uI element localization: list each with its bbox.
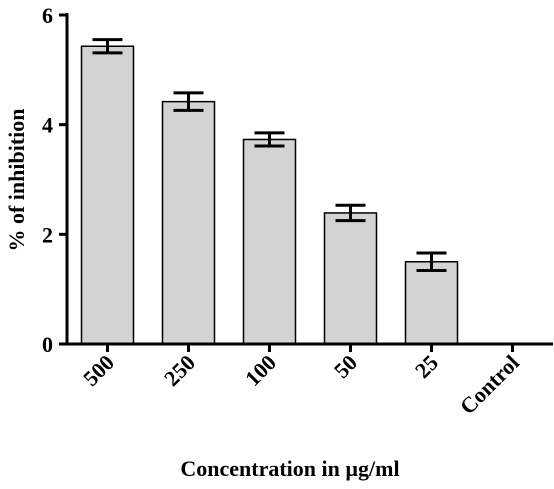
error-bar-25: [416, 251, 447, 273]
bars: [80, 45, 459, 345]
y-axis-label: % of inhibition: [4, 108, 29, 251]
y-tick-label-4: 4: [42, 113, 53, 138]
x-tick-label-500: 500: [78, 350, 119, 391]
error-bar-500: [92, 38, 123, 55]
bar-100: [242, 138, 297, 345]
x-tick-label-50: 50: [329, 350, 362, 383]
error-bars: [92, 38, 447, 273]
bar-50: [323, 212, 378, 345]
x-axis-ticks: 500 250 100 50 25 Control: [78, 344, 524, 419]
bar-25: [404, 261, 459, 345]
y-axis-ticks: 0 2 4 6: [42, 3, 67, 357]
y-tick-label-2: 2: [42, 222, 53, 247]
error-bar-100: [254, 131, 285, 148]
x-tick-label-250: 250: [159, 350, 200, 391]
x-tick-label-control: Control: [455, 350, 524, 419]
bar-500: [80, 45, 135, 345]
axes: [65, 13, 553, 346]
y-tick-label-6: 6: [42, 3, 53, 28]
error-bar-250: [173, 91, 204, 112]
bar-250: [161, 100, 216, 345]
y-tick-label-0: 0: [42, 332, 53, 357]
error-bar-50: [335, 203, 366, 223]
x-tick-label-100: 100: [240, 350, 281, 391]
x-axis-label: Concentration in µg/ml: [180, 456, 399, 481]
x-tick-label-25: 25: [410, 350, 443, 383]
